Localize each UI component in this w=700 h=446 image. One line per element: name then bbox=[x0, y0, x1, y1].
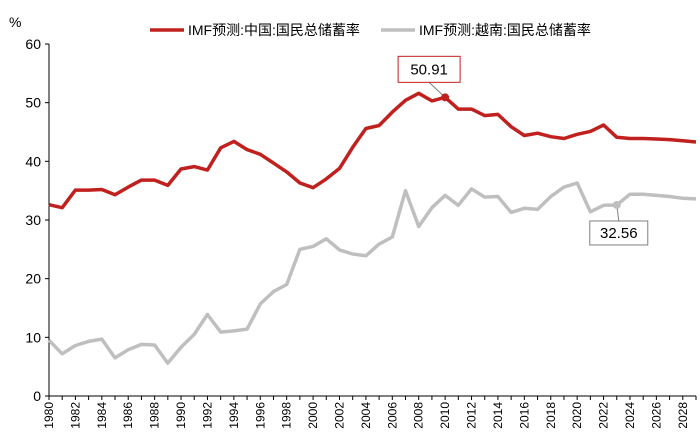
x-tick-label: 1996 bbox=[253, 402, 267, 429]
x-tick-label: 2026 bbox=[649, 402, 663, 429]
x-tick-label: 1990 bbox=[174, 402, 188, 429]
x-tick-label: 2002 bbox=[332, 402, 346, 429]
x-tick-label: 1988 bbox=[148, 402, 162, 429]
x-tick-label: 1982 bbox=[68, 402, 82, 429]
x-tick-label: 1994 bbox=[227, 402, 241, 429]
series-line-china bbox=[48, 91, 697, 210]
callouts: 50.91 32.56 bbox=[397, 55, 649, 246]
y-tick-label: 40 bbox=[25, 153, 41, 169]
x-tick-label: 2014 bbox=[491, 402, 505, 429]
y-tick-label: 0 bbox=[33, 388, 41, 404]
x-tick-label: 2012 bbox=[465, 402, 479, 429]
callout-label-vietnam: 32.56 bbox=[600, 225, 638, 242]
x-tick-label: 2024 bbox=[623, 402, 637, 429]
x-tick-label: 1998 bbox=[280, 402, 294, 429]
x-tick-label: 2018 bbox=[544, 402, 558, 429]
x-tick-label: 2028 bbox=[676, 402, 690, 429]
callout-box-china bbox=[397, 55, 461, 83]
x-tick-label: 1986 bbox=[121, 402, 135, 429]
callout-marker-vietnam bbox=[612, 200, 621, 209]
x-tick-label: 2016 bbox=[517, 402, 531, 429]
y-tick-label: 20 bbox=[25, 271, 41, 287]
x-tick-label: 1984 bbox=[95, 402, 109, 429]
legend-label-china: IMF预测:中国:国民总储蓄率 bbox=[188, 22, 360, 38]
y-tick-label: 60 bbox=[25, 36, 41, 52]
x-tick-label: 2022 bbox=[597, 402, 611, 429]
x-tick-label: 2008 bbox=[412, 402, 426, 429]
x-tick-label: 2004 bbox=[359, 402, 373, 429]
x-tick-label: 2000 bbox=[306, 402, 320, 429]
x-tick-label: 2006 bbox=[385, 402, 399, 429]
callout-label-china: 50.91 bbox=[410, 61, 448, 78]
y-tick-label: 50 bbox=[25, 95, 41, 111]
y-axis-unit-label: % bbox=[9, 14, 21, 30]
x-tick-label: 1980 bbox=[42, 402, 56, 429]
y-tick-label: 30 bbox=[25, 212, 41, 228]
y-axis-ticks: 0 10 20 30 40 50 60 bbox=[25, 36, 49, 404]
callout-box-vietnam bbox=[589, 220, 649, 246]
x-axis-ticks: 1980 1982 1984 1986 1988 1990 1992 1994 1996 1998… bbox=[42, 396, 697, 429]
y-tick-label: 10 bbox=[25, 329, 41, 345]
callout-marker-china bbox=[441, 93, 450, 102]
x-tick-label: 1992 bbox=[200, 402, 214, 429]
series-line-vietnam bbox=[47, 181, 697, 365]
x-tick-label: 2020 bbox=[570, 402, 584, 429]
legend: IMF预测:中国:国民总储蓄率 IMF预测:越南:国民总储蓄率 bbox=[150, 22, 591, 38]
legend-label-vietnam: IMF预测:越南:国民总储蓄率 bbox=[419, 22, 591, 38]
x-tick-label: 2010 bbox=[438, 402, 452, 429]
